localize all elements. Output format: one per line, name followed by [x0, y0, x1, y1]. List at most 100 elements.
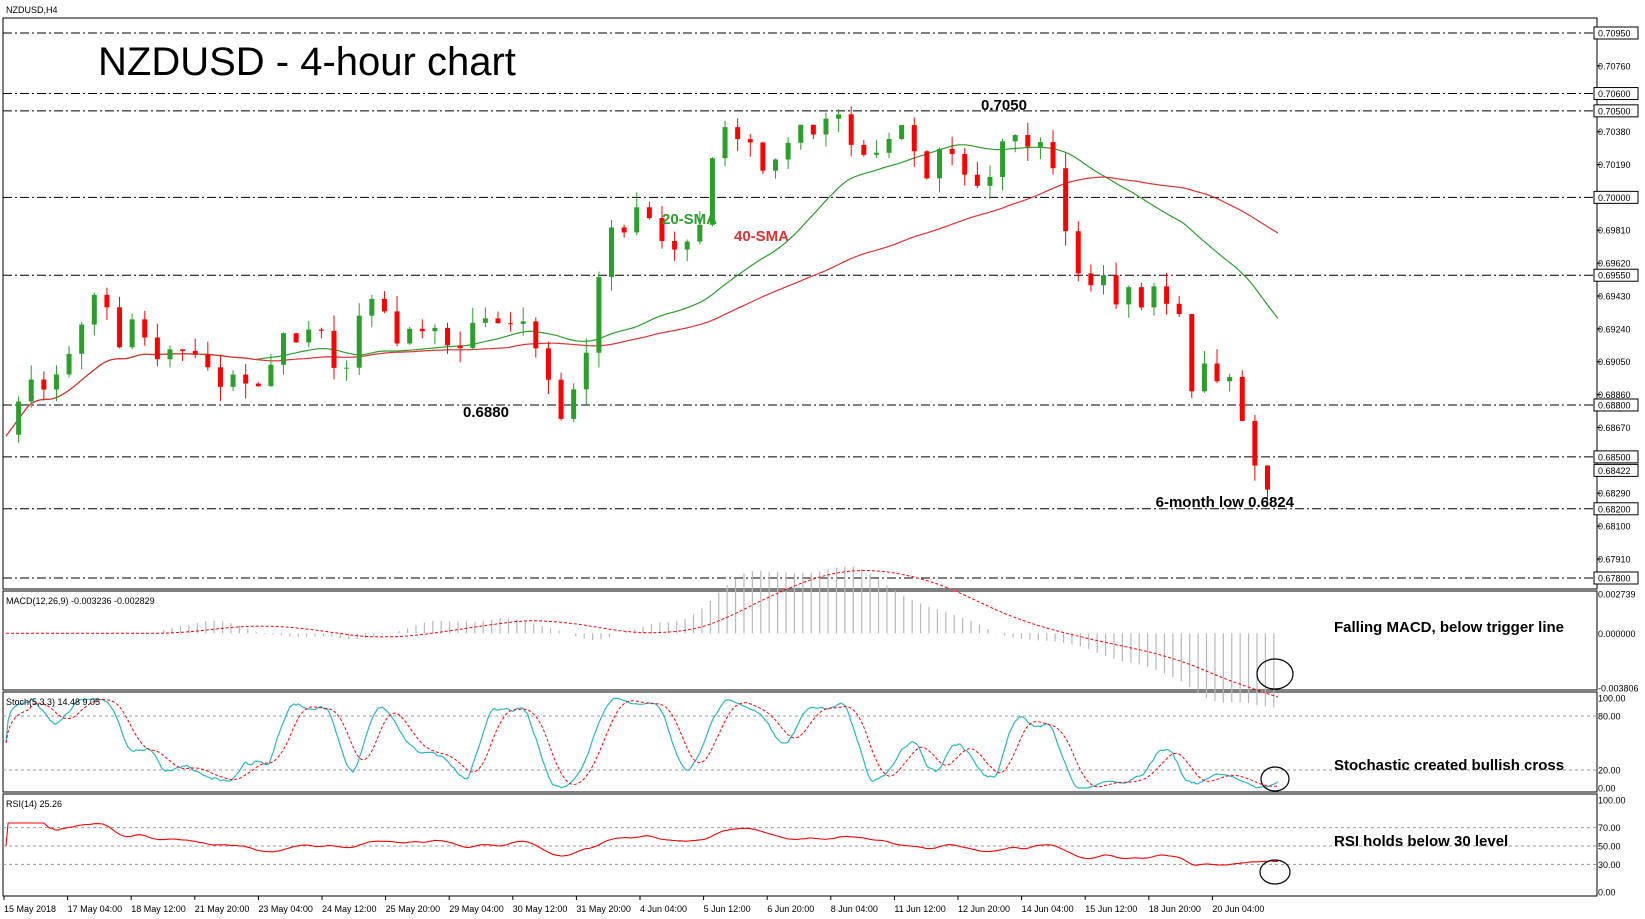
price-tick-label: 0.68670: [1598, 423, 1631, 433]
candle-body: [634, 207, 640, 233]
rsi-tick-label: 0.00: [1598, 888, 1616, 898]
peak-annotation: 0.7050: [981, 97, 1027, 114]
price-tick-label: 0.68100: [1598, 522, 1631, 532]
time-tick-label: 18 Jun 20:00: [1149, 904, 1201, 914]
chart-title: NZDUSD - 4-hour chart: [98, 40, 516, 84]
price-tick-box: [1593, 463, 1639, 477]
price-tick-box: [1593, 450, 1639, 464]
candle-body: [41, 379, 47, 390]
candle-body: [306, 329, 312, 343]
price-tick-box: [1593, 26, 1639, 40]
candle-body: [1164, 286, 1170, 304]
time-tick-label: 29 May 04:00: [449, 904, 504, 914]
candle-body: [356, 315, 362, 368]
price-tick-label: 0.68200: [1598, 504, 1631, 514]
candle-body: [318, 329, 324, 331]
candle-body: [268, 364, 274, 387]
stoch-highlight-circle: [1260, 766, 1290, 792]
price-tick-label: 0.70600: [1598, 89, 1631, 99]
price-tick-label: 0.69550: [1598, 271, 1631, 281]
candle-body: [495, 318, 501, 324]
candle-body: [205, 354, 211, 368]
rsi-note: RSI holds below 30 level: [1334, 833, 1508, 850]
candle-body: [1151, 286, 1157, 308]
candle-body: [1264, 465, 1270, 490]
candle-body: [180, 349, 186, 351]
rsi-highlight-circle: [1259, 859, 1291, 885]
candle-body: [533, 321, 539, 349]
rsi-tick-label: 30.00: [1598, 860, 1621, 870]
price-tick-box: [1593, 268, 1639, 282]
candle-body: [937, 148, 943, 179]
candle-body: [697, 224, 703, 242]
stoch-tick-label: 80.00: [1598, 712, 1621, 722]
candle-body: [798, 124, 804, 143]
stoch-label: Stoch(5,3,3) 14.48 9.05: [6, 697, 100, 707]
price-tick-box: [1593, 190, 1639, 204]
candle-body: [394, 311, 400, 344]
macd-label: MACD(12,26,9) -0.003236 -0.002829: [6, 596, 155, 606]
candle-body: [104, 294, 110, 308]
candle-body: [773, 159, 779, 171]
rsi-tick-label: 50.00: [1598, 842, 1621, 852]
candle-body: [457, 345, 463, 348]
candle-body: [785, 142, 791, 160]
candle-body: [230, 374, 236, 387]
stoch-tick-label: 20.00: [1598, 766, 1621, 776]
candle-body: [810, 124, 816, 135]
stoch-signal-line: [5, 698, 1279, 788]
price-tick-label: 0.70950: [1598, 29, 1631, 39]
candle-body: [154, 337, 160, 360]
candle-body: [419, 328, 425, 332]
price-tick-box: [1593, 502, 1639, 516]
candle-body: [1037, 142, 1043, 147]
time-tick-label: 30 May 12:00: [513, 904, 568, 914]
candle-body: [470, 322, 476, 348]
candle-body: [520, 321, 526, 324]
candle-body: [1176, 303, 1182, 315]
candle-body: [899, 125, 905, 140]
candle-body: [722, 127, 728, 159]
candle-body: [924, 151, 930, 179]
candle-body: [255, 383, 261, 387]
price-tick-label: 0.68800: [1598, 400, 1631, 410]
candle-body: [1063, 168, 1069, 232]
candle-body: [445, 327, 451, 346]
time-tick-label: 24 May 12:00: [322, 904, 377, 914]
time-axis: 15 May 2018 17 May 04:00 18 May 12:00 21 Ma…: [3, 896, 1264, 914]
time-tick-label: 14 Jun 04:00: [1022, 904, 1074, 914]
candle-body: [684, 241, 690, 250]
price-tick-label: 0.68422: [1598, 466, 1631, 476]
candle-body: [1126, 287, 1132, 305]
candle-body: [1227, 376, 1233, 382]
stoch-panel-frame: [2, 691, 1598, 793]
stoch-note: Stochastic created bullish cross: [1334, 757, 1564, 774]
candle-body: [1075, 231, 1081, 274]
candle-body: [66, 353, 72, 375]
price-tick-label: 0.68500: [1598, 452, 1631, 462]
rsi-tick-label: 100.00: [1598, 796, 1626, 806]
candle-body: [1201, 363, 1207, 392]
candle-body: [1252, 420, 1258, 466]
price-tick-label: 0.69810: [1598, 226, 1631, 236]
time-tick-label: 4 Jun 04:00: [640, 904, 687, 914]
price-tick-label: 0.69240: [1598, 324, 1631, 334]
price-tick-label: 0.70380: [1598, 127, 1631, 137]
rsi-indicator: 100.00 70.00 50.00 30.00 0.00: [3, 796, 1626, 898]
price-tick-label: 0.68860: [1598, 390, 1631, 400]
time-tick-label: 21 May 20:00: [195, 904, 250, 914]
low-annotation: 6-month low 0.6824: [1156, 494, 1295, 511]
macd-signal-line: [6, 570, 1279, 698]
price-tick-label: 0.70760: [1598, 61, 1631, 71]
macd-tick-label: 0.002739: [1598, 590, 1636, 600]
trough-annotation: 0.6880: [463, 404, 509, 421]
candle-body: [1239, 376, 1245, 421]
sma20-label: 20-SMA: [662, 211, 717, 228]
candle-body: [117, 307, 123, 348]
candle-body: [192, 350, 198, 355]
price-tick-label: 0.69050: [1598, 357, 1631, 367]
price-tick-label: 0.68290: [1598, 489, 1631, 499]
price-tick-label: 0.70000: [1598, 193, 1631, 203]
time-tick-label: 8 Jun 04:00: [831, 904, 878, 914]
